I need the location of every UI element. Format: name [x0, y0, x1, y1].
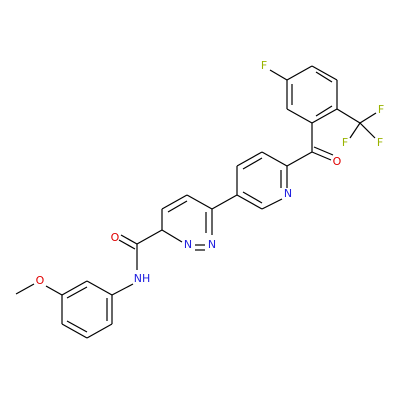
atom-label: N: [284, 187, 292, 200]
atom-label: F: [378, 103, 384, 116]
atom-label: O: [333, 155, 342, 168]
atom-label: O: [36, 274, 45, 287]
atom-label: F: [377, 136, 383, 149]
atom-label: N: [184, 238, 192, 251]
bonds: [15, 65, 377, 339]
atom-label: NH: [134, 272, 151, 285]
atom-label: F: [342, 136, 348, 149]
atom-label: N: [208, 238, 216, 251]
atom-label: F: [261, 59, 267, 72]
atom-label: O: [111, 231, 120, 244]
